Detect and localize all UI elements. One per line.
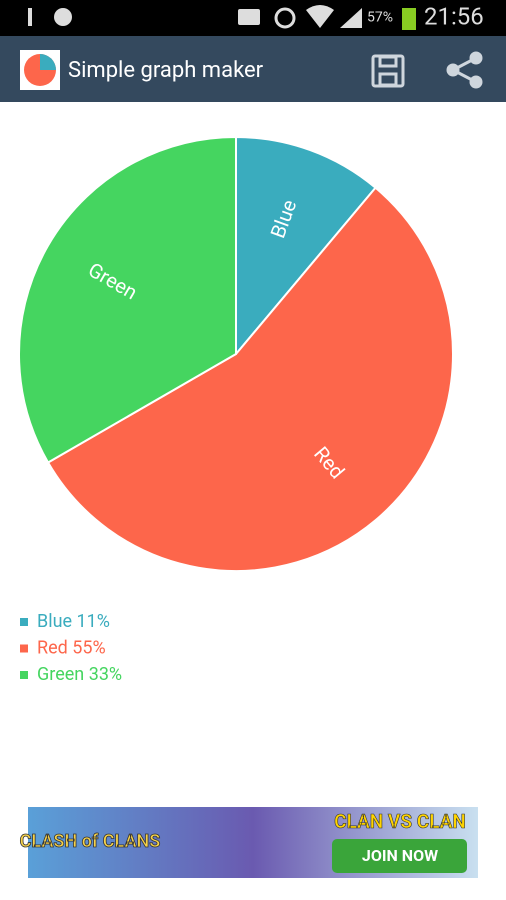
- pie-slice: [46, 186, 454, 572]
- legend-entry: Green 33%: [37, 664, 122, 685]
- legend-value: 11%: [77, 611, 110, 632]
- legend-swatch: [20, 671, 28, 679]
- legend-entry: Blue 11%: [37, 611, 110, 632]
- app-title: Simple graph maker: [68, 58, 264, 83]
- clock: 21:56: [424, 2, 484, 30]
- ad-brand: CLASH of CLANS: [20, 831, 161, 852]
- legend-swatch: [20, 644, 28, 653]
- legend-swatch: [20, 618, 28, 626]
- legend-entry: Red 55%: [37, 637, 106, 658]
- ad-headline: CLAN VS CLAN: [334, 810, 466, 833]
- battery: 57%: [367, 10, 393, 26]
- app-icon: [20, 50, 60, 90]
- ad-button[interactable]: JOIN NOW: [362, 846, 438, 865]
- save-button[interactable]: [371, 54, 405, 88]
- share-button[interactable]: [446, 51, 483, 89]
- legend-value: 55%: [72, 637, 105, 658]
- pie-slice: [18, 135, 237, 464]
- app-bar: [0, 36, 506, 102]
- status-icons: [28, 5, 416, 30]
- legend-name: Red: [37, 637, 68, 658]
- legend-value: 33%: [89, 664, 122, 685]
- ad-banner[interactable]: [28, 807, 478, 878]
- legend-name: Blue: [37, 611, 72, 632]
- legend-name: Green: [37, 664, 84, 685]
- pie-slice: [235, 135, 377, 357]
